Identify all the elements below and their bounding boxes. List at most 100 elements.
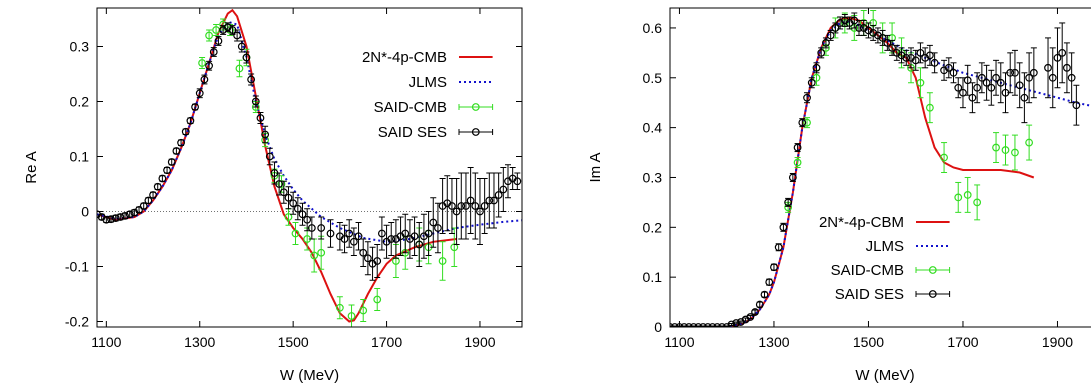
data-point [1053,53,1062,62]
data-point [817,48,826,57]
data-point [277,180,286,188]
series-said-ses [670,12,1081,327]
data-point [205,31,213,40]
data-point [186,116,195,125]
data-point [992,73,1000,82]
data-point [513,177,522,186]
y-axis-title: Im A [587,152,604,182]
data-point [195,89,204,98]
data-point [139,202,148,210]
data-point [149,191,157,199]
data-point [680,323,689,327]
data-point [466,196,475,205]
data-point [191,103,199,111]
data-point [163,166,171,175]
data-point [102,215,111,224]
data-point [116,213,125,221]
data-point [363,254,372,263]
data-point [205,61,213,70]
data-point [916,78,925,87]
data-point [438,257,447,265]
y-tick-label: -0.1 [65,259,89,275]
data-point [359,248,368,257]
data-point [373,295,382,304]
data-point [1072,101,1081,110]
data-point [1011,148,1019,157]
data-point [247,75,256,84]
data-point [237,42,246,51]
data-point [779,223,788,232]
data-point [181,127,190,136]
plot-area [670,9,1091,327]
x-tick-label: 1500 [853,334,884,350]
legend: 2N*-4p-CBM JLMS SAID-CMB SAID SES [819,214,951,303]
data-point [1015,81,1024,90]
data-point [822,38,830,47]
y-tick-label: 0.3 [70,39,90,55]
legend: 2N*-4p-CMB JLMS SAID-CMB SAID SES [362,49,494,141]
data-point [1025,73,1034,82]
data-point [310,251,319,260]
x-tick-label: 1900 [1042,334,1073,350]
data-point [471,202,480,210]
data-point [973,198,982,207]
data-point [111,214,120,223]
data-point [135,205,143,214]
x-tick-label: 1100 [664,334,694,350]
data-point [235,64,244,73]
y-tick-label: 0.1 [643,269,663,285]
data-point [751,308,759,316]
data-point [177,138,185,147]
series-2n-4p-cbm [670,16,1035,327]
data-point [429,218,438,227]
data-point [765,278,774,287]
data-point [410,232,419,241]
data-point [1067,73,1076,82]
data-point [167,158,176,166]
data-point [902,53,911,62]
x-tick-label: 1900 [464,334,495,350]
data-point [256,114,265,122]
legend-label: JLMS [409,74,447,91]
data-point [345,229,354,238]
data-point [855,24,863,32]
data-point [289,199,298,208]
plot-frame [96,7,523,328]
data-point [298,210,307,219]
legend-label: SAID-CMB [831,262,904,279]
data-point [377,229,386,238]
data-point [1029,68,1038,77]
y-axis-title: Re A [23,151,40,184]
data-point [1063,63,1071,72]
data-point [307,224,316,232]
data-point [826,31,835,40]
legend-marker [928,266,937,274]
legend-label: SAID SES [378,124,447,141]
data-point [944,63,953,72]
data-point [987,83,996,92]
data-point [434,224,442,232]
data-point [963,191,972,199]
data-point [125,210,134,219]
data-point [793,143,802,152]
x-tick-label: 1700 [947,334,978,350]
data-point [490,196,498,205]
data-point [911,56,920,65]
data-point [349,237,358,246]
data-point [1011,68,1019,77]
data-point [401,229,410,238]
y-tick-label: 0.1 [70,149,90,165]
data-point [279,188,288,197]
data-point [992,143,1000,152]
legend-label: 2N*-4p-CMB [362,49,447,66]
data-point [340,235,349,243]
data-point [317,248,326,257]
y-tick-label: -0.2 [65,314,89,330]
y-tick-label: 0.3 [643,169,663,185]
data-point [954,83,963,92]
data-point [694,323,703,327]
y-tick-label: 0.2 [70,94,90,110]
legend-marker [928,290,937,298]
data-point [335,303,344,312]
data-point [347,312,356,320]
